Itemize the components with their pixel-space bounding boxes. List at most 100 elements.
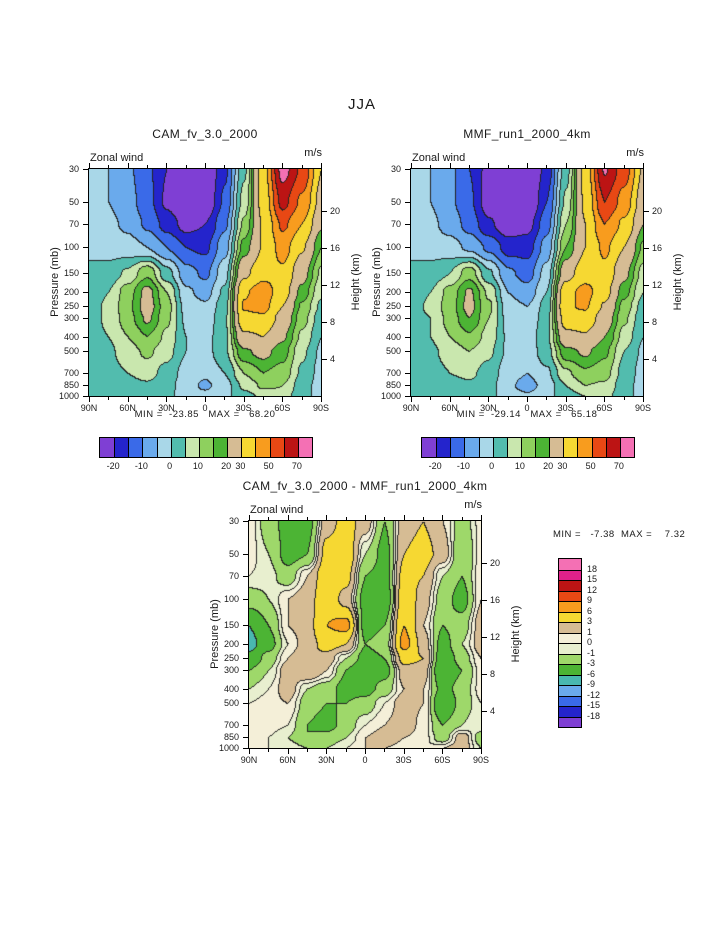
- colorbar-tick-label: -18: [587, 710, 601, 721]
- colorbar-swatch: [559, 622, 581, 633]
- height-tick: [482, 563, 487, 565]
- pressure-tick: [405, 223, 410, 225]
- colorbar-swatch: [241, 438, 256, 457]
- pressure-tick-label: 850: [63, 380, 79, 391]
- lat-tick: [481, 749, 482, 754]
- pressure-tick: [405, 273, 410, 275]
- colorbar-divider: [591, 438, 593, 457]
- pressure-tick-label: 850: [385, 380, 401, 391]
- lat-tick: [403, 515, 405, 520]
- pressure-tick: [83, 351, 88, 353]
- colorbar-tick-label: 0: [587, 637, 593, 647]
- height-tick: [322, 359, 327, 360]
- colorbar-cam: [99, 437, 313, 458]
- colorbar-swatch: [142, 438, 157, 457]
- lat-minor-tick: [268, 749, 270, 752]
- lat-tick-label: 30S: [395, 755, 412, 765]
- colorbar-tick-label: 0: [167, 461, 173, 471]
- lat-tick: [449, 163, 451, 168]
- colorbar-divider: [156, 438, 158, 457]
- colorbar-swatch: [255, 438, 270, 457]
- colorbar-swatch: [559, 580, 581, 591]
- height-tick-label: 20: [652, 206, 663, 217]
- lat-tick: [321, 163, 322, 168]
- lat-tick: [403, 749, 405, 754]
- pressure-tick-label: 30: [228, 516, 239, 526]
- colorbar-swatch: [198, 438, 214, 457]
- colorbar-divider: [559, 590, 581, 592]
- panel-mmf-plot-frame: [410, 168, 644, 397]
- panel-mmf-units-label: m/s: [626, 147, 644, 159]
- pressure-tick: [243, 724, 248, 726]
- pressure-tick: [243, 658, 248, 660]
- lat-tick: [205, 163, 206, 168]
- lat-tick-label: 30S: [235, 403, 252, 413]
- colorbar-divider: [198, 438, 200, 457]
- colorbar-swatch: [128, 438, 143, 457]
- panel-cam-title: CAM_fv_3.0_2000: [152, 127, 258, 141]
- colorbar-tick-label: 18: [587, 563, 598, 574]
- colorbar-swatch: [170, 438, 185, 457]
- lat-minor-tick: [546, 165, 548, 168]
- colorbar-divider: [269, 438, 271, 457]
- pressure-tick-label: 50: [228, 549, 239, 560]
- lat-minor-tick: [461, 749, 463, 752]
- height-tick: [482, 637, 487, 639]
- colorbar-swatch: [563, 438, 578, 457]
- colorbar-divider: [520, 438, 522, 457]
- pressure-tick-label: 1000: [218, 743, 239, 753]
- colorbar-swatch: [450, 438, 465, 457]
- colorbar-tick-label: 9: [587, 595, 593, 605]
- colorbar-swatch: [591, 438, 606, 457]
- pressure-tick: [243, 737, 248, 739]
- pressure-tick-label: 700: [63, 367, 79, 378]
- colorbar-swatch: [156, 438, 171, 457]
- lat-minor-tick: [585, 165, 586, 168]
- pressure-tick-label: 50: [68, 197, 79, 208]
- colorbar-swatch: [559, 685, 581, 696]
- colorbar-swatch: [492, 438, 507, 457]
- lat-tick: [89, 163, 90, 168]
- colorbar-divider: [559, 716, 581, 718]
- colorbar-swatch: [464, 438, 479, 457]
- colorbar-swatch: [506, 438, 521, 457]
- colorbar-swatch: [559, 706, 581, 717]
- lat-tick: [205, 397, 206, 402]
- colorbar-tick-label: 12: [587, 584, 598, 595]
- pressure-tick: [83, 202, 88, 204]
- panel-diff-contour-canvas: [249, 521, 481, 748]
- lat-tick: [249, 749, 250, 754]
- lat-tick: [282, 163, 284, 168]
- colorbar-mmf: [421, 437, 635, 458]
- lat-minor-tick: [430, 165, 432, 168]
- lat-minor-tick: [623, 397, 625, 400]
- colorbar-divider: [436, 438, 438, 457]
- lat-tick-label: 60N: [441, 403, 458, 413]
- figure-title: JJA: [347, 96, 377, 113]
- lat-minor-tick: [224, 397, 226, 400]
- height-tick: [322, 322, 327, 324]
- colorbar-swatch: [559, 569, 581, 580]
- colorbar-tick-label: 10: [192, 461, 203, 471]
- colorbar-divider: [464, 438, 466, 457]
- lat-minor-tick: [430, 397, 432, 400]
- pressure-tick-label: 150: [385, 268, 401, 279]
- lat-minor-tick: [301, 397, 303, 400]
- colorbar-swatch: [535, 438, 550, 457]
- lat-minor-tick: [108, 397, 110, 400]
- colorbar-divider: [559, 706, 581, 707]
- pressure-tick-label: 300: [223, 665, 239, 676]
- colorbar-divider: [142, 438, 144, 457]
- lat-tick-label: 60N: [119, 403, 136, 413]
- lat-tick-label: 90N: [240, 755, 258, 765]
- pressure-tick-label: 300: [385, 313, 401, 324]
- lat-tick: [166, 397, 168, 402]
- colorbar-divider: [559, 611, 581, 613]
- height-tick-label: 4: [490, 706, 496, 716]
- pressure-tick: [405, 336, 410, 338]
- colorbar-swatch: [184, 438, 199, 457]
- colorbar-swatch: [605, 438, 620, 457]
- lat-tick: [287, 749, 289, 754]
- colorbar-tick-label: -15: [587, 700, 601, 710]
- colorbar-divider: [559, 580, 581, 581]
